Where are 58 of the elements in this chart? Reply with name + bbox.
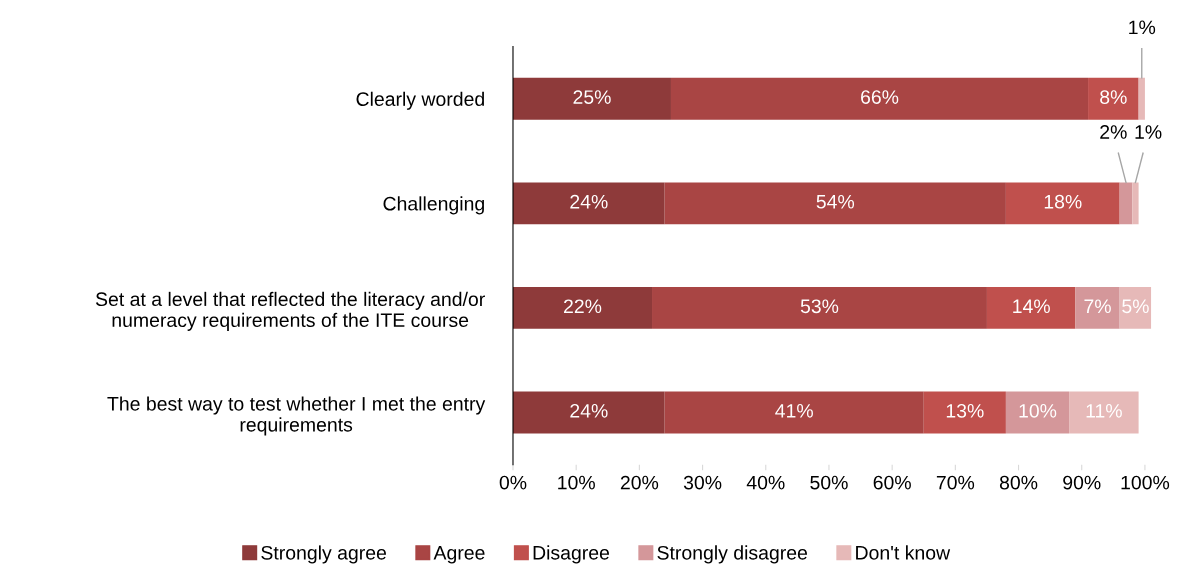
- bar: [923, 391, 1006, 434]
- bar: [1132, 182, 1139, 225]
- data-label: 53%: [800, 299, 839, 314]
- data-label: 13%: [946, 403, 984, 418]
- data-label: 14%: [1013, 299, 1050, 314]
- legend-label: Agree: [433, 546, 485, 564]
- data-label: 1%: [1129, 20, 1156, 35]
- data-label: 25%: [573, 90, 611, 104]
- data-label: 22%: [564, 299, 602, 314]
- bar: [670, 77, 1089, 120]
- bar: [1119, 287, 1152, 329]
- bar: [1088, 77, 1139, 120]
- bar: [664, 182, 1006, 225]
- x-tick-label: 30%: [683, 475, 722, 490]
- x-tick-label: 50%: [810, 475, 848, 490]
- x-tick-label: 80%: [999, 475, 1038, 490]
- bar: [512, 287, 653, 329]
- legend-label: Strongly disagree: [657, 545, 808, 564]
- y-tick-label: Clearly worded: [356, 91, 484, 110]
- bar: [986, 287, 1076, 329]
- bar: [512, 182, 665, 225]
- data-label: 7%: [1084, 299, 1111, 314]
- x-tick-label: 10%: [558, 475, 595, 490]
- data-label: 18%: [1044, 194, 1082, 209]
- legend-label: Disagree: [533, 545, 610, 564]
- x-tick-label: 20%: [620, 475, 659, 490]
- x-tick-label: 60%: [873, 475, 911, 490]
- x-tick-label: 100%: [1121, 475, 1170, 490]
- data-label: 11%: [1086, 404, 1122, 418]
- bar: [1138, 77, 1145, 120]
- bar: [1075, 287, 1120, 329]
- legend-label: Don't know: [856, 545, 951, 560]
- y-tick-label: Challenging: [383, 196, 484, 215]
- bar: [1005, 391, 1070, 434]
- x-tick-label: 0%: [499, 475, 527, 490]
- bar: [652, 287, 987, 329]
- data-label: 54%: [816, 194, 855, 209]
- x-tick-label: 90%: [1063, 475, 1101, 490]
- bar: [512, 77, 671, 120]
- bar: [664, 391, 924, 434]
- bar: [1119, 182, 1133, 225]
- data-label: 66%: [861, 90, 899, 104]
- y-tick-label: Set at a level that reflected the literacy and/or numeracy requirements of the ITE course: [95, 291, 485, 331]
- legend-label: Strongly agree: [261, 545, 386, 564]
- data-label: 24%: [570, 194, 608, 209]
- y-tick-label: The best way to test whether I met the entry requirements: [107, 396, 486, 436]
- data-label: 1%: [1135, 125, 1162, 139]
- bar: [1005, 182, 1120, 225]
- bar: [512, 391, 665, 434]
- data-label: 8%: [1100, 90, 1127, 104]
- data-label: 5%: [1122, 299, 1149, 314]
- bar: [1069, 391, 1139, 434]
- data-label: 41%: [775, 404, 813, 418]
- x-tick-label: 40%: [746, 475, 785, 490]
- x-tick-label: 70%: [936, 475, 975, 490]
- data-label: 10%: [1019, 403, 1057, 418]
- data-label: 2%: [1100, 125, 1127, 139]
- data-label: 24%: [570, 403, 608, 418]
